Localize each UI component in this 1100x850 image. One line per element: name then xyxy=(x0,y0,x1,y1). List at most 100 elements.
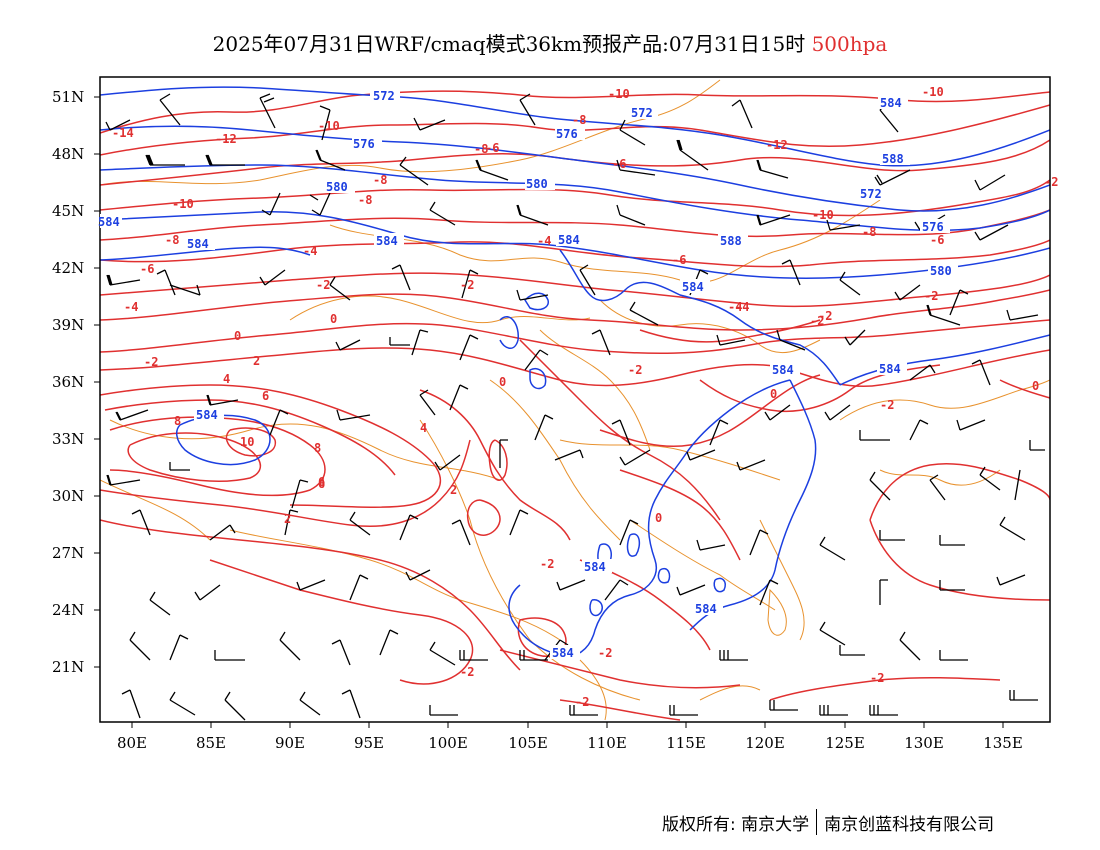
height-label: 588 xyxy=(882,152,904,166)
temperature-label: 6 xyxy=(262,389,269,403)
temperature-label: -4 xyxy=(735,300,749,314)
temperature-label: -2 xyxy=(540,557,554,571)
temperature-label: 2 xyxy=(253,354,260,368)
temperature-label: 8 xyxy=(314,441,321,455)
pressure-level: 500hpa xyxy=(811,32,888,56)
temperature-label: -4 xyxy=(728,300,742,314)
temperature-label: -6 xyxy=(672,253,686,267)
company-text: 南京创蓝科技有限公司 xyxy=(824,815,995,835)
lat-tick-label: 42N xyxy=(52,259,84,277)
temperature-label: 10 xyxy=(240,435,254,449)
temperature-label: -8 xyxy=(572,113,586,127)
temperature-label: 0 xyxy=(1032,379,1039,393)
lon-tick-label: 110E xyxy=(587,734,627,752)
lon-tick-label: 100E xyxy=(428,734,468,752)
height-label: 580 xyxy=(930,264,952,278)
temperature-label: -6 xyxy=(930,233,944,247)
temperature-label: 6 xyxy=(318,475,325,489)
height-label: 580 xyxy=(326,180,348,194)
lat-tick-label: 30N xyxy=(52,487,84,505)
temperature-label: -10 xyxy=(318,119,340,133)
temperature-label: -2 xyxy=(144,355,158,369)
temperature-label: -14 xyxy=(112,126,134,140)
temperature-label: -4 xyxy=(303,244,317,258)
height-label: 584 xyxy=(584,560,606,574)
temperature-label: -4 xyxy=(537,234,551,248)
temperature-label: -2 xyxy=(598,646,612,660)
height-label: 588 xyxy=(720,234,742,248)
temperature-label: -2 xyxy=(880,398,894,412)
height-label: 584 xyxy=(552,646,574,660)
height-label: 584 xyxy=(682,280,704,294)
footer-separator xyxy=(816,809,818,835)
temperature-label: -6 xyxy=(612,157,626,171)
height-label: 572 xyxy=(631,106,653,120)
height-label: 576 xyxy=(353,137,375,151)
temperature-label: -12 xyxy=(215,132,237,146)
lon-tick-label: 115E xyxy=(666,734,706,752)
temperature-label: -6 xyxy=(140,262,154,276)
lon-tick-label: 95E xyxy=(354,734,384,752)
temperature-label: 0 xyxy=(655,511,662,525)
lon-tick-label: 120E xyxy=(745,734,785,752)
height-label: 580 xyxy=(526,177,548,191)
title-main: 2025年07月31日WRF/cmaq模式36km预报产品:07月31日15时 xyxy=(212,32,806,56)
temperature-label: -2 xyxy=(870,671,884,685)
country-boundaries xyxy=(100,79,1050,721)
lat-tick-label: 27N xyxy=(52,544,84,562)
temperature-label: -8 xyxy=(165,233,179,247)
height-label: 584 xyxy=(187,237,209,251)
lon-tick-label: 80E xyxy=(117,734,147,752)
lat-tick-label: 51N xyxy=(52,88,84,106)
temperature-label: -12 xyxy=(766,138,788,152)
lon-tick-label: 105E xyxy=(508,734,548,752)
lat-tick-label: 48N xyxy=(52,145,84,163)
height-label: 572 xyxy=(373,89,395,103)
lon-tick-label: 125E xyxy=(825,734,865,752)
temperature-label: -2 xyxy=(628,363,642,377)
lon-tick-label: 135E xyxy=(983,734,1023,752)
lat-tick-label: 36N xyxy=(52,373,84,391)
lat-tick-label: 24N xyxy=(52,601,84,619)
temperature-label: -8 xyxy=(358,193,372,207)
lon-tick-label: 130E xyxy=(904,734,944,752)
height-labels: 572 572 576 576 580 580 584 584 584 584 … xyxy=(98,89,952,660)
lon-tick-label: 85E xyxy=(196,734,226,752)
temperature-label: -10 xyxy=(922,85,944,99)
temperature-label: 0 xyxy=(234,329,241,343)
height-label: 572 xyxy=(860,187,882,201)
height-label: 584 xyxy=(196,408,218,422)
temperature-labels: -14 -12 -10 -10 -8 -6 -6 -8 -10 -12 -10 … xyxy=(112,85,1058,709)
map-title: 2025年07月31日WRF/cmaq模式36km预报产品:07月31日15时 … xyxy=(0,28,1100,57)
temperature-label: 8 xyxy=(174,414,181,428)
height-label: 584 xyxy=(376,234,398,248)
height-label: 584 xyxy=(695,602,717,616)
temperature-label: -10 xyxy=(608,87,630,101)
plot-frame xyxy=(99,76,1051,723)
temperature-label: -2 xyxy=(575,695,589,709)
height-label: 584 xyxy=(98,215,120,229)
copyright-text: 版权所有: 南京大学 xyxy=(662,815,810,835)
temperature-label: -2 xyxy=(810,314,824,328)
temperature-label: 2 xyxy=(284,512,291,526)
lat-tick-label: 45N xyxy=(52,202,84,220)
temperature-label: 2 xyxy=(450,483,457,497)
temperature-label: 6 xyxy=(318,477,325,491)
temperature-label: 0 xyxy=(330,312,337,326)
temperature-label: -2 xyxy=(316,278,330,292)
temperature-label: -6 xyxy=(485,141,499,155)
lat-tick-label: 33N xyxy=(52,430,84,448)
temperature-label: -10 xyxy=(172,197,194,211)
temperature-label: 4 xyxy=(420,421,427,435)
footer: 版权所有: 南京大学 南京创蓝科技有限公司 xyxy=(662,809,995,838)
height-label: 576 xyxy=(922,220,944,234)
temperature-label: -2 xyxy=(924,289,938,303)
height-label: 584 xyxy=(558,233,580,247)
lat-tick-label: 21N xyxy=(52,658,84,676)
temperature-label: 0 xyxy=(770,387,777,401)
height-label: 584 xyxy=(880,96,902,110)
temperature-label: -4 xyxy=(124,300,138,314)
temperature-label: -2 xyxy=(1044,175,1058,189)
lon-axis: 80E 85E 90E 95E 100E 105E 110E 115E 120E… xyxy=(117,722,1023,752)
